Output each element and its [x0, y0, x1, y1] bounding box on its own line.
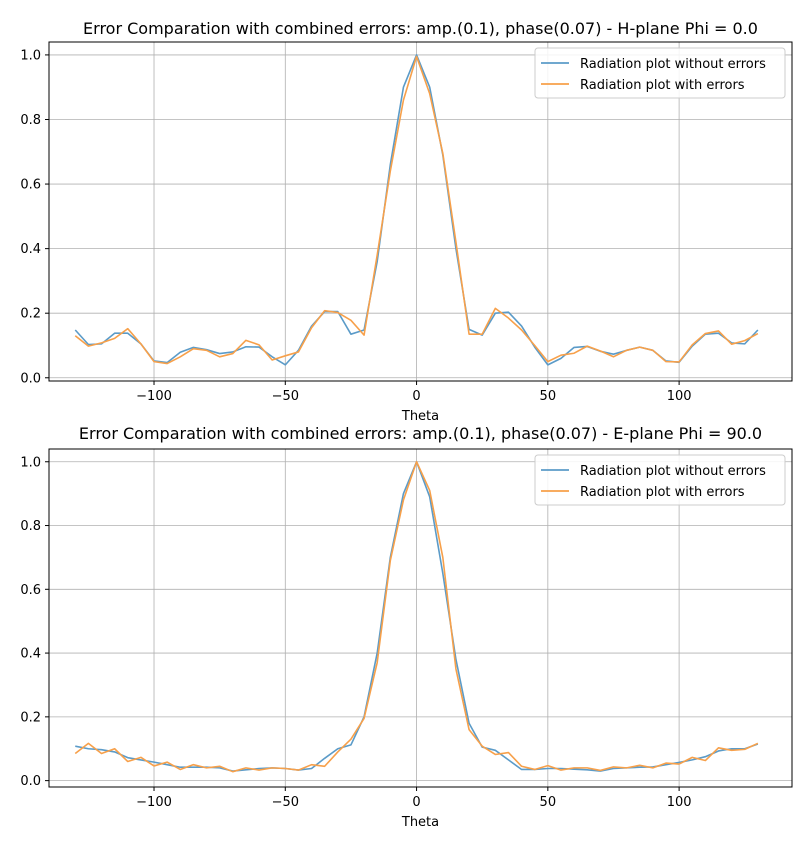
y-tick-label: 0.6 — [20, 178, 41, 193]
y-tick-label: 0.8 — [20, 113, 41, 128]
x-tick-label: 100 — [667, 389, 692, 404]
x-tick-label: −100 — [136, 389, 172, 404]
x-tick-label: 0 — [412, 795, 420, 810]
y-tick-label: 0.0 — [20, 774, 41, 789]
y-tick-label: 0.6 — [20, 583, 41, 598]
legend-label: Radiation plot with errors — [580, 78, 745, 93]
chart-title: Error Comparation with combined errors: … — [83, 19, 758, 38]
series-line-with-errors — [74, 460, 759, 773]
x-tick-label: −50 — [272, 389, 299, 404]
legend: Radiation plot without errors Radiation p… — [534, 454, 786, 506]
y-tick-label: 0.2 — [20, 710, 41, 725]
y-tick-label: 0.4 — [20, 242, 41, 257]
y-tick-label: 0.8 — [20, 519, 41, 534]
axes-frame — [48, 448, 793, 788]
chart-title: Error Comparation with combined errors: … — [79, 424, 762, 443]
x-tick-label: 100 — [667, 795, 692, 810]
x-tick-label: 0 — [412, 389, 420, 404]
axes-frame — [48, 41, 793, 382]
x-axis-label: Theta — [401, 815, 439, 830]
y-tick-label: 0.4 — [20, 647, 41, 662]
legend-label: Radiation plot with errors — [580, 485, 745, 500]
y-tick-label: 0.2 — [20, 307, 41, 322]
y-tick-label: 1.0 — [20, 455, 41, 470]
legend-box — [534, 454, 786, 506]
legend-box — [534, 47, 786, 99]
chart-panel-2: −100 −50 0 50 100 0.0 0.2 0.4 0.6 0.8 1.0 Error Com… — [20, 424, 793, 830]
x-tick-label: 50 — [540, 389, 557, 404]
legend-label: Radiation plot without errors — [580, 57, 766, 72]
series-line-with-errors — [74, 55, 759, 365]
x-tick-label: 50 — [540, 795, 557, 810]
legend-label: Radiation plot without errors — [580, 464, 766, 479]
y-tick-label: 0.0 — [20, 371, 41, 386]
y-tick-label: 1.0 — [20, 48, 41, 63]
x-tick-label: −100 — [136, 795, 172, 810]
x-tick-label: −50 — [272, 795, 299, 810]
x-axis-label: Theta — [401, 409, 439, 424]
chart-panel-1: −100 −50 0 50 100 0.0 0.2 0.4 0.6 0.8 1.0 Error Com… — [20, 19, 793, 424]
legend: Radiation plot without errors Radiation p… — [534, 47, 786, 99]
